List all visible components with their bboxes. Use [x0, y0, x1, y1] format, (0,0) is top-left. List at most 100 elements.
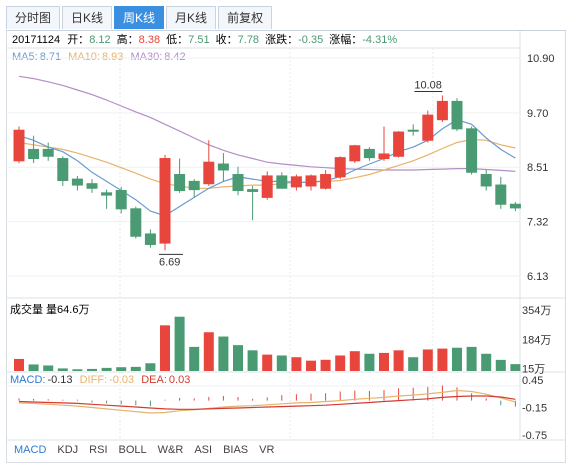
volume-bar	[276, 355, 287, 371]
volume-bar	[189, 346, 200, 371]
candle-body	[436, 100, 448, 121]
volume-bar	[72, 369, 83, 371]
volume-bar	[379, 352, 389, 371]
macd-axis-tick: -0.15	[522, 403, 547, 415]
volume-bar	[28, 364, 39, 371]
macd-axis-tick: -0.75	[522, 430, 547, 442]
indicator-tab-macd[interactable]: MACD	[14, 444, 47, 456]
ma5-value: 8.71	[40, 51, 61, 63]
volume-bar	[306, 360, 316, 371]
ma10-value: 8.93	[102, 51, 123, 63]
candle-body	[28, 148, 40, 160]
dea-label: DEA:	[141, 374, 167, 386]
volume-bar	[393, 350, 404, 371]
indicator-tab-rsi[interactable]: RSI	[89, 444, 108, 456]
volume-bar	[160, 325, 170, 371]
pct-label: 涨幅：	[329, 33, 362, 46]
price-axis-tick: 7.32	[527, 217, 548, 229]
change-value: -0.35	[298, 34, 323, 46]
tab-divider	[6, 30, 566, 31]
volume-bar	[452, 347, 462, 371]
volume-bar	[437, 348, 448, 371]
candle-body	[13, 129, 25, 162]
indicator-tab-asi[interactable]: ASI	[194, 444, 213, 456]
volume-axis-tick: 184万	[522, 334, 551, 346]
volume-bar	[233, 345, 243, 371]
candle-body	[188, 180, 200, 191]
volume-bar	[218, 336, 229, 371]
candle-body	[320, 174, 332, 189]
dea-line	[18, 395, 516, 410]
candle-body	[495, 184, 507, 205]
indicator-tab-bias[interactable]: BIAS	[223, 444, 249, 456]
quote-info-line: 20171124 开：8.12 高：8.38 低：7.51 收：7.78 涨跌：…	[12, 32, 397, 46]
candle-body	[217, 163, 229, 171]
indicator-tab-boll[interactable]: BOLL	[118, 444, 147, 456]
indicator-tab-kdj[interactable]: KDJ	[57, 444, 79, 456]
volume-bar	[203, 332, 214, 371]
panel-frames	[6, 31, 566, 441]
change-label: 涨跌：	[265, 32, 298, 46]
min-price-label: 6.69	[159, 256, 180, 268]
tab-monthly-k[interactable]: 月K线	[166, 6, 217, 29]
volume-bar	[466, 346, 477, 371]
candle-body	[203, 161, 215, 185]
indicator-tabs: MACD KDJ RSI BOLL W&R ASI BIAS VR	[14, 444, 285, 456]
volume-bar	[364, 353, 375, 371]
candle-body	[349, 145, 361, 162]
candle-body	[101, 192, 113, 196]
open-value: 8.12	[89, 34, 110, 46]
candle-body	[247, 189, 259, 192]
candle-body	[42, 148, 54, 157]
candle-body	[144, 233, 156, 245]
tab-daily-k[interactable]: 日K线	[62, 6, 113, 29]
tab-intraday[interactable]: 分时图	[6, 6, 61, 29]
ma-legend: MA5: 8.71 MA10: 8.93 MA30: 8.42	[12, 51, 186, 63]
volume-bar	[320, 359, 331, 371]
max-price-label: 10.08	[414, 79, 442, 91]
volume-bar	[87, 368, 97, 371]
volume-bar	[481, 353, 492, 371]
volume-bar	[422, 349, 433, 371]
tab-weekly-k[interactable]: 周K线	[114, 6, 165, 29]
price-axis-tick: 9.70	[527, 108, 548, 120]
candle-body	[363, 148, 375, 159]
indicator-tab-vr[interactable]: VR	[259, 444, 275, 456]
tab-forward-adjusted[interactable]: 前复权	[218, 6, 273, 29]
high-value: 8.38	[139, 34, 160, 46]
candle-body	[378, 153, 390, 160]
volume-bar	[262, 354, 273, 371]
ma30-label: MA30:	[130, 51, 162, 63]
volume-bar	[57, 368, 68, 371]
volume-bar	[14, 358, 24, 371]
volume-bar	[349, 351, 360, 371]
candle-body	[334, 157, 346, 178]
close-value: 7.78	[238, 34, 259, 46]
volume-label: 成交量 量64.6万	[10, 302, 89, 316]
indicator-tab-wr[interactable]: W&R	[157, 444, 184, 456]
volume-bar	[101, 367, 112, 371]
candle-body	[466, 128, 478, 173]
volume-bar	[408, 357, 419, 371]
macd-legend: MACD: -0.13 DIFF: -0.03 DEA: 0.03	[10, 374, 190, 386]
ma30-value: 8.42	[164, 51, 185, 63]
candle-body	[276, 175, 288, 189]
candle-body	[232, 174, 244, 192]
candle-body	[393, 131, 405, 157]
candle-body	[480, 174, 492, 187]
macd-label: MACD:	[10, 374, 45, 386]
volume-bar	[291, 357, 302, 371]
macd-axis-tick: 0.45	[522, 375, 543, 387]
candle-body	[57, 158, 69, 181]
candle-body	[86, 183, 98, 189]
candle-body	[422, 114, 434, 141]
candle-body	[407, 129, 419, 132]
volume-bar	[130, 366, 141, 371]
price-axis-tick: 6.13	[527, 271, 548, 283]
candle-body	[115, 190, 127, 210]
low-label: 低：	[166, 33, 188, 46]
candle-body	[174, 174, 186, 192]
price-axis-tick: 10.90	[527, 53, 555, 65]
volume-bar	[495, 359, 506, 371]
chart-frame	[6, 31, 566, 463]
